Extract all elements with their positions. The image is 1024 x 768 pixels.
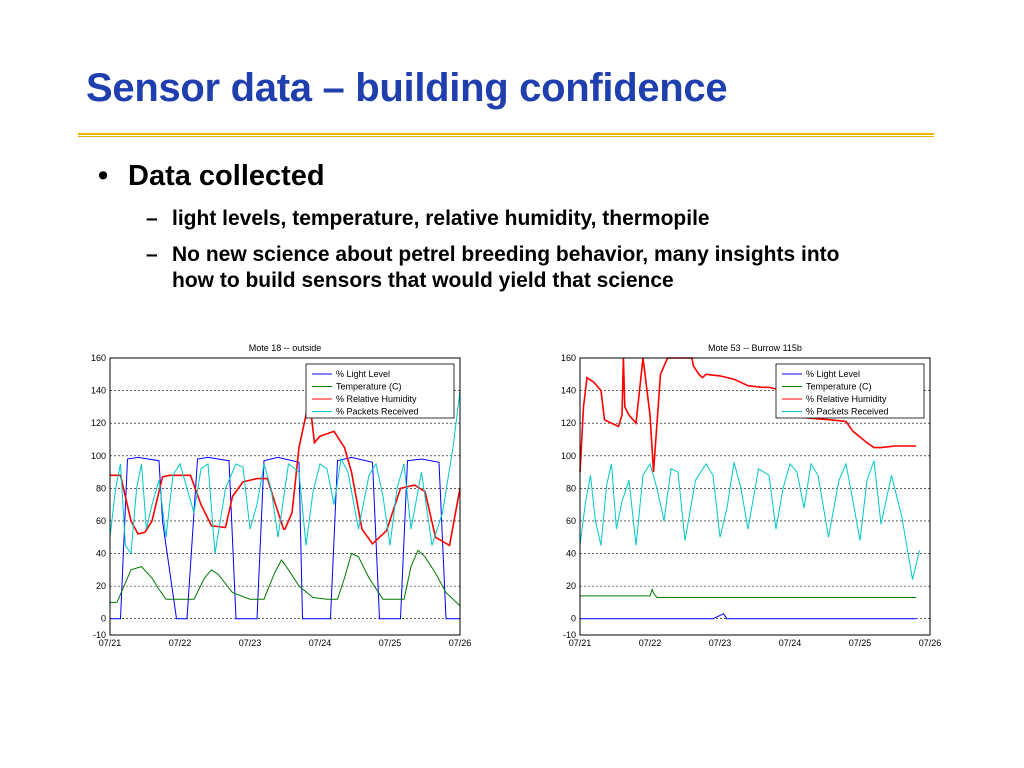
y-tick-label: 120 [91,418,106,428]
bullet-data-collected: • Data collected [98,160,325,193]
legend-label: % Relative Humidity [806,394,887,404]
sub-bullet-marker: – [146,207,158,230]
y-tick-label: 100 [91,451,106,461]
y-tick-label: 80 [566,483,576,493]
y-tick-label: 80 [96,483,106,493]
series-line-light-level [580,613,916,620]
y-tick-label: 0 [571,614,576,624]
y-tick-label: 140 [91,386,106,396]
series-line-temperature-c [580,587,916,598]
sub-bullet-marker: – [146,243,158,266]
chart-mote-18-outside: Mote 18 -- outside -10 0 20 40 60 80 100 120 140 1… [50,336,490,661]
legend-label: % Relative Humidity [336,394,417,404]
x-tick-label: 07/22 [639,638,662,648]
bullet-heading: Data collected [128,160,325,192]
y-tick-label: -10 [563,630,576,640]
y-tick-label: 160 [91,353,106,363]
page-title: Sensor data – building confidence [86,66,728,110]
x-tick-label: 07/24 [779,638,802,648]
legend-label: Temperature (C) [806,382,872,392]
chart-svg: Mote 18 -- outside -10 0 20 40 60 80 100 120 140 1… [91,343,472,648]
x-tick-label: 07/25 [849,638,872,648]
series-line-packets-received [579,460,920,580]
y-tick-label: 40 [96,549,106,559]
x-tick-label: 07/22 [169,638,192,648]
series-line-packets-received [109,390,461,555]
chart-title: Mote 18 -- outside [249,343,322,353]
y-tick-label: 140 [561,386,576,396]
x-tick-label: 07/26 [449,638,472,648]
title-divider [78,133,934,137]
series-line-relative-humidity [110,398,461,547]
x-tick-label: 07/21 [569,638,592,648]
y-tick-label: 100 [561,451,576,461]
y-tick-label: 40 [566,549,576,559]
chart-title: Mote 53 -- Burrow 115b [708,343,802,353]
chart-svg: Mote 53 -- Burrow 115b -10 0 20 40 60 80 100 120… [561,343,942,648]
plot-frame [109,357,461,636]
chart-mote-53-burrow: Mote 53 -- Burrow 115b -10 0 20 40 60 80 100 120… [520,336,960,661]
legend-label: % Light Level [806,369,860,379]
y-tick-label: 60 [566,516,576,526]
sub-bullet-text: No new science about petrel breeding beh… [172,243,840,292]
y-tick-label: 120 [561,418,576,428]
legend-box [775,363,925,419]
legend-label: % Light Level [336,369,390,379]
legend-label: % Packets Received [336,407,419,417]
sub-bullet-text: light levels, temperature, relative humi… [172,207,710,230]
y-tick-label: 20 [96,581,106,591]
plot-frame [579,357,931,636]
bullet-marker: • [98,160,109,192]
x-tick-label: 07/25 [379,638,402,648]
legend-label: % Packets Received [806,407,889,417]
legend-label: Temperature (C) [336,382,402,392]
x-tick-label: 07/23 [709,638,732,648]
y-tick-label: 160 [561,353,576,363]
y-tick-label: 20 [566,581,576,591]
y-tick-label: 0 [101,614,106,624]
x-tick-label: 07/21 [99,638,122,648]
y-tick-label: -10 [93,630,106,640]
series-line-relative-humidity [579,357,916,473]
x-tick-label: 07/26 [919,638,942,648]
x-tick-label: 07/23 [239,638,262,648]
legend-box [305,363,455,419]
series-line-temperature-c [110,549,461,607]
x-tick-label: 07/24 [309,638,332,648]
y-tick-label: 60 [96,516,106,526]
